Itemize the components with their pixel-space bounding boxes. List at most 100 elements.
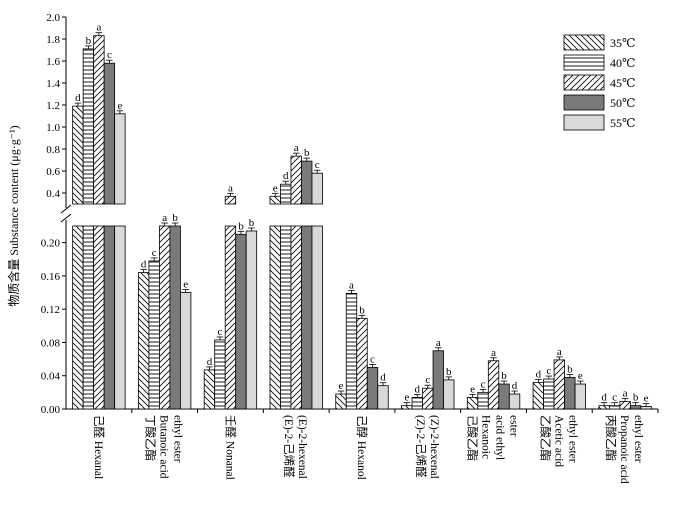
x-tick-label: 己醛 Hexanal [92, 415, 106, 479]
legend-label: 40℃ [610, 56, 635, 70]
significance-letter: e [183, 279, 188, 291]
error-bar [435, 347, 442, 351]
bar [335, 393, 347, 410]
y-tick-label: 0.08 [41, 337, 61, 349]
bar [180, 292, 192, 410]
error-bar [282, 180, 289, 185]
significance-letter: b [86, 35, 92, 47]
bar [498, 383, 510, 410]
error-bar [292, 152, 300, 157]
y-tick-label: 0.4 [46, 188, 60, 200]
significance-letter: a [294, 142, 299, 154]
bar [93, 225, 105, 410]
bar [203, 369, 216, 410]
significance-letter: c [217, 326, 222, 338]
bar [269, 225, 281, 410]
significance-letter: c [481, 378, 486, 390]
bar [422, 387, 434, 410]
error-bar [490, 357, 497, 361]
significance-letter: d [512, 380, 518, 392]
bar [311, 225, 323, 410]
x-tick-label-line: acid ethyl [494, 415, 506, 460]
legend-swatch [563, 34, 605, 51]
bar [443, 379, 455, 410]
y-tick-label: 0.20 [41, 238, 61, 250]
significance-letter: a [162, 212, 167, 224]
significance-letter: c [370, 353, 375, 365]
significance-letter: c [546, 365, 551, 377]
bars-layer [72, 32, 652, 410]
x-tick-label-line: 丙酸乙酯 [604, 415, 618, 461]
bar [508, 393, 521, 410]
bar [290, 155, 302, 205]
error-bar [403, 402, 411, 406]
significance-letter: b [567, 363, 573, 375]
error-bar [445, 376, 453, 380]
significance-letter: a [557, 346, 562, 358]
error-bar [216, 336, 224, 340]
y-tick-label: 0.16 [41, 271, 61, 283]
x-tick-label-line: Acetic acid [552, 415, 564, 467]
bar [356, 317, 368, 410]
bar [487, 360, 500, 410]
bar [148, 260, 160, 410]
x-tick-label-line: (E)-2-hexenal [296, 415, 308, 479]
bar [245, 230, 258, 410]
bar [280, 183, 292, 205]
error-bar [358, 314, 366, 319]
bar [543, 378, 555, 410]
bar [82, 225, 95, 410]
x-tick-label-line: (E)-2-己烯醛 [282, 415, 296, 478]
significance-letter: b [304, 147, 310, 159]
significance-letter: e [404, 392, 409, 404]
significance-letter: d [283, 170, 289, 182]
x-tick-label-line: 丁酸乙酯 [144, 415, 158, 461]
significance-letter: d [601, 392, 607, 404]
y-tick-label: 0.00 [41, 404, 61, 416]
significance-letter: a [96, 22, 101, 34]
bar [432, 350, 444, 410]
significance-letter: e [470, 383, 475, 395]
x-tick-label-line: 乙酸乙酯 [538, 415, 552, 461]
significance-letter: d [75, 92, 81, 104]
x-tick-label-line: 己酸乙酯 [466, 415, 480, 461]
bar [169, 225, 181, 410]
significance-letter: d [536, 368, 542, 380]
x-tick-label: 己醇 Hexanol [355, 415, 369, 480]
bar [214, 339, 226, 410]
legend-swatch [563, 74, 605, 91]
bar [640, 406, 652, 410]
bar [301, 160, 313, 205]
x-tick-label-line: Hexanoic [480, 415, 492, 459]
y-tick-label: 1.6 [46, 56, 60, 68]
significance-letter: e [578, 370, 583, 382]
error-bar [348, 289, 355, 294]
error-bar [95, 32, 103, 36]
error-bar [116, 110, 124, 114]
error-bar [577, 380, 584, 385]
significance-letter: c [152, 247, 157, 259]
error-bar [161, 222, 168, 226]
y-tick-label: 0.8 [46, 144, 60, 156]
x-tick-label-line: ethyl ester [632, 415, 644, 463]
bar [532, 381, 544, 410]
bar [553, 359, 565, 410]
bar [401, 405, 413, 410]
error-bar [227, 192, 234, 197]
significance-letter: b [501, 370, 507, 382]
error-bar [621, 398, 629, 402]
significance-letter: e [273, 182, 278, 194]
error-bar [74, 102, 82, 107]
error-bar [150, 257, 158, 261]
x-tick-label-line: ethyl ester [566, 415, 578, 463]
error-bar [642, 403, 650, 407]
x-tick-label: (E)-2-己烯醛 (E)-2-hexenal [282, 415, 308, 479]
significance-letter: b [446, 366, 452, 378]
significance-letter: b [359, 304, 365, 316]
legend-swatch [563, 94, 605, 111]
y-tick-label: 1.2 [46, 100, 60, 112]
significance-letter: a [491, 347, 496, 359]
error-bar [140, 269, 147, 273]
x-tick-label-line: 壬醛 Nonanal [223, 415, 237, 480]
